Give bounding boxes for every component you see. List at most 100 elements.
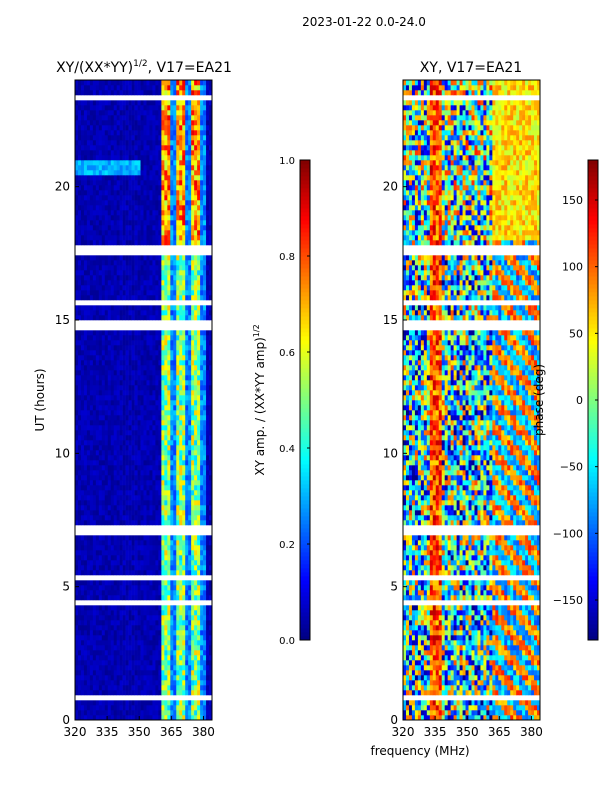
heat-cell (152, 470, 156, 476)
heat-cell (164, 550, 168, 556)
heat-cell (197, 630, 201, 636)
heat-cell (209, 130, 213, 136)
heat-cell (83, 430, 88, 436)
heat-cell (110, 465, 115, 471)
heat-cell (146, 235, 150, 241)
heat-cell (104, 565, 109, 571)
heat-cell (200, 235, 204, 241)
heat-cell (107, 390, 112, 396)
heat-cell (188, 610, 192, 616)
heat-cell (104, 660, 109, 666)
heat-cell (173, 500, 177, 506)
heat-cell (197, 310, 201, 316)
heat-cell (152, 705, 156, 711)
heat-cell (155, 190, 159, 196)
heat-cell (194, 235, 198, 241)
heat-cell (206, 385, 210, 391)
heat-cell (164, 410, 168, 416)
heat-cell (182, 710, 186, 716)
heat-cell (179, 550, 183, 556)
heat-cell (134, 550, 138, 556)
heat-cell (122, 650, 126, 656)
heat-cell (194, 470, 198, 476)
heat-cell (200, 280, 204, 286)
heat-cell (200, 355, 204, 361)
heat-cell (182, 620, 186, 626)
heat-cell (185, 545, 189, 551)
heat-cell (107, 150, 112, 156)
heat-cell (179, 380, 183, 386)
heat-cell (89, 260, 94, 266)
heat-cell (176, 505, 180, 511)
heat-cell (152, 660, 156, 666)
heat-cell (122, 360, 126, 366)
heat-cell (128, 180, 132, 186)
heat-cell (134, 155, 138, 161)
heat-cell (122, 355, 126, 361)
heat-cell (128, 310, 132, 316)
heat-cell (209, 645, 213, 651)
heat-cell (164, 445, 168, 451)
heat-cell (146, 570, 150, 576)
heat-cell (206, 585, 210, 591)
heat-cell (164, 270, 168, 276)
heat-cell (176, 230, 180, 236)
heat-cell (140, 570, 144, 576)
heat-cell (176, 705, 180, 711)
heat-cell (203, 460, 207, 466)
heat-cell (197, 560, 201, 566)
heat-cell (77, 260, 82, 266)
heat-cell (182, 415, 186, 421)
heat-cell (173, 590, 177, 596)
heat-cell (155, 160, 159, 166)
heat-cell (155, 305, 159, 311)
heat-cell (134, 715, 138, 721)
heat-cell (143, 400, 147, 406)
heat-cell (125, 560, 129, 566)
heat-cell (191, 450, 195, 456)
heat-cell (125, 425, 129, 431)
heat-cell (122, 195, 126, 201)
heat-cell (146, 515, 150, 521)
heat-cell (146, 400, 150, 406)
heat-cell (134, 440, 138, 446)
heat-cell (209, 345, 213, 351)
heat-cell (89, 625, 94, 631)
heat-cell (173, 505, 177, 511)
heat-cell (116, 200, 120, 206)
heat-cell (101, 670, 106, 676)
heat-cell (107, 540, 112, 546)
heat-cell (83, 375, 88, 381)
heat-cell (197, 460, 201, 466)
heat-cell (131, 420, 135, 426)
heat-cell (194, 475, 198, 481)
heat-cell (194, 520, 198, 526)
heat-cell (134, 490, 138, 496)
heat-cell (197, 405, 201, 411)
heat-cell (176, 295, 180, 301)
heat-cell (206, 475, 210, 481)
heat-cell (83, 425, 88, 431)
heat-cell (104, 270, 109, 276)
heat-cell (140, 375, 144, 381)
heat-cell (134, 275, 138, 281)
heat-cell (179, 355, 183, 361)
heat-cell (167, 710, 171, 716)
heat-cell (176, 555, 180, 561)
heat-cell (128, 590, 132, 596)
heat-cell (110, 505, 115, 511)
heat-cell (197, 175, 201, 181)
heat-cell (209, 620, 213, 626)
heat-cell (203, 190, 207, 196)
heat-cell (134, 480, 138, 486)
heat-cell (131, 655, 135, 661)
heat-cell (200, 700, 204, 706)
heat-cell (161, 335, 165, 341)
heat-cell (203, 340, 207, 346)
heat-cell (170, 465, 174, 471)
heat-cell (161, 165, 165, 171)
heat-cell (170, 485, 174, 491)
heat-cell (107, 635, 112, 641)
heat-cell (104, 485, 109, 491)
heat-cell (77, 205, 82, 211)
